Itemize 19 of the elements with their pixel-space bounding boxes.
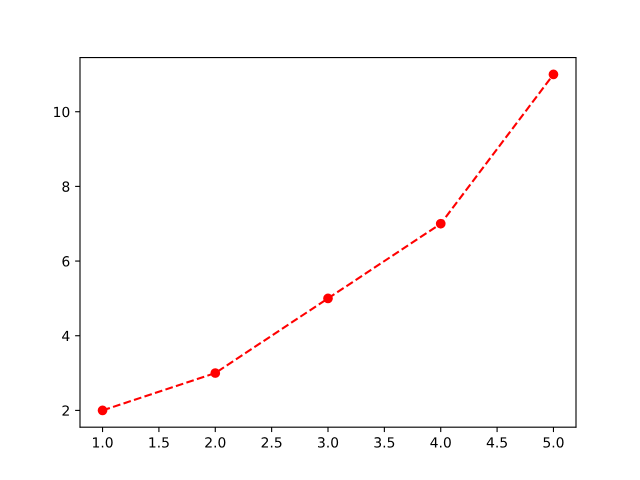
y-tick-label: 10 xyxy=(54,106,70,118)
x-tick-label: 2.5 xyxy=(262,437,282,448)
y-tick-label: 8 xyxy=(62,181,70,192)
y-tick-label: 4 xyxy=(62,330,70,342)
x-tick-label: 2.0 xyxy=(205,437,226,448)
point xyxy=(98,406,108,416)
point xyxy=(548,70,558,80)
x-tick-label: 1.0 xyxy=(93,437,113,448)
y-tick-label: 2 xyxy=(62,405,69,416)
x-tick-label: 4.0 xyxy=(430,437,451,448)
point xyxy=(210,368,220,378)
x-tick-label: 3.0 xyxy=(318,437,338,448)
x-tick-label: 5.0 xyxy=(543,437,564,448)
x-tick-label: 4.5 xyxy=(486,437,507,448)
point xyxy=(323,294,333,304)
x-tick-label: 1.5 xyxy=(149,437,169,448)
point xyxy=(436,218,446,229)
x-tick-label: 3.5 xyxy=(374,437,394,448)
y-tick-label: 6 xyxy=(62,256,70,267)
